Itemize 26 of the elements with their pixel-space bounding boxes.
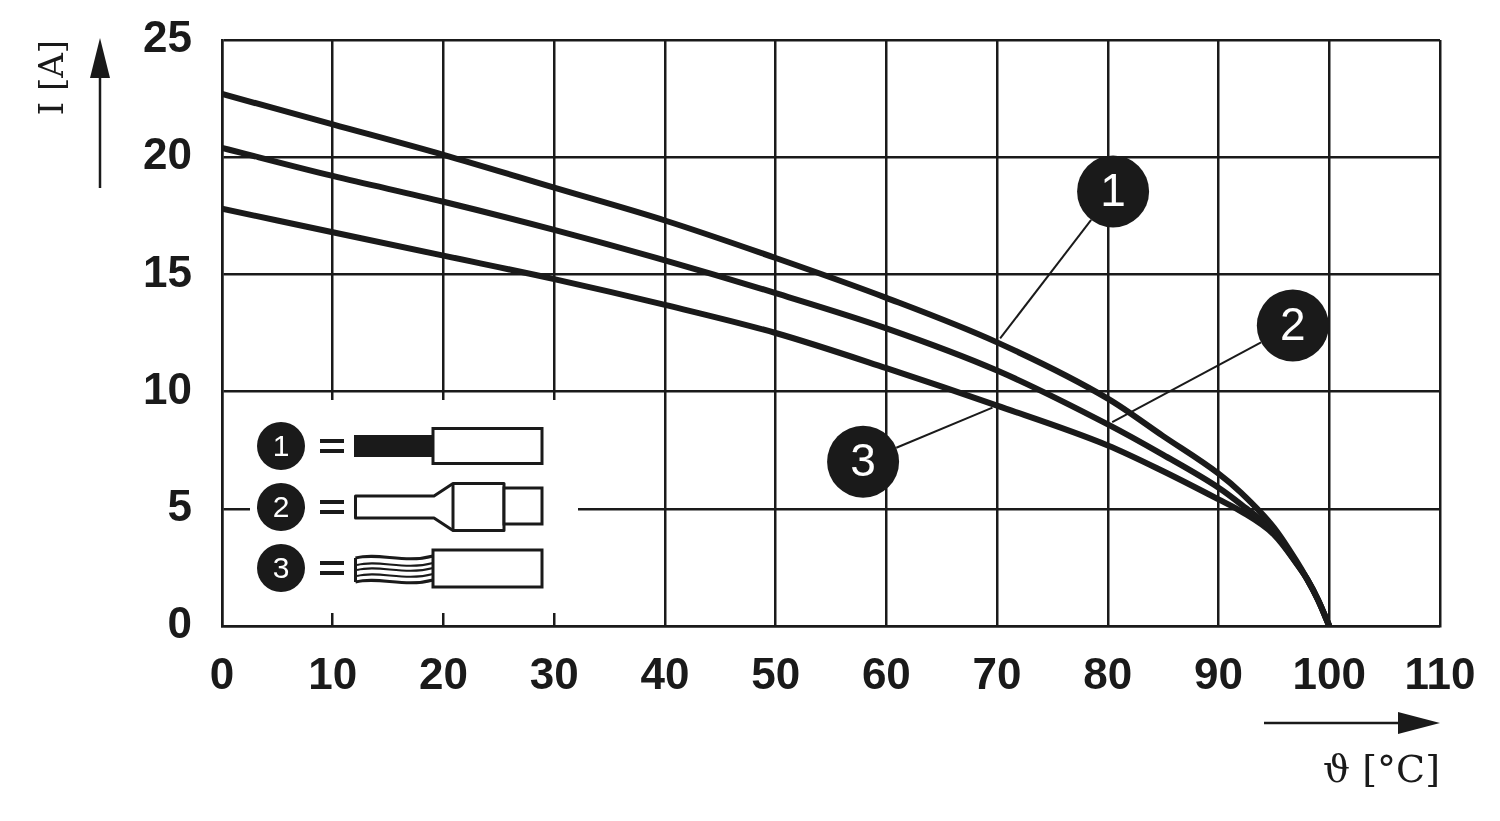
x-tick-label: 30 — [529, 648, 579, 698]
x-tick-label: 50 — [751, 648, 801, 698]
legend-label: 3 — [257, 544, 305, 592]
y-tick-label: 0 — [167, 598, 192, 648]
y-tick-label: 5 — [167, 480, 192, 530]
x-tick-label: 60 — [861, 648, 911, 698]
x-tick-label: 0 — [209, 648, 235, 698]
y-tick-label: 15 — [143, 246, 192, 296]
x-tick-label: 70 — [972, 648, 1022, 698]
x-tick-label: 20 — [418, 648, 468, 698]
y-tick-label: 10 — [143, 363, 192, 413]
x-tick-label: 90 — [1194, 648, 1244, 698]
text: 1 — [1100, 164, 1126, 217]
x-tick-label: 100 — [1292, 648, 1366, 698]
text: 2 — [1280, 298, 1306, 351]
legend-label: 1 — [257, 422, 305, 470]
text: 3 — [850, 434, 876, 487]
x-tick-label: 40 — [640, 648, 690, 698]
y-tick-label: 20 — [143, 129, 192, 179]
y-axis-title: I [A] — [31, 40, 72, 116]
x-tick-label: 10 — [308, 648, 358, 698]
x-axis-title: ϑ [°C] — [1323, 747, 1440, 792]
legend-label: 2 — [257, 483, 305, 531]
x-tick-label: 110 — [1404, 648, 1476, 698]
x-tick-label: 80 — [1083, 648, 1133, 698]
y-tick-label: 25 — [143, 12, 192, 62]
